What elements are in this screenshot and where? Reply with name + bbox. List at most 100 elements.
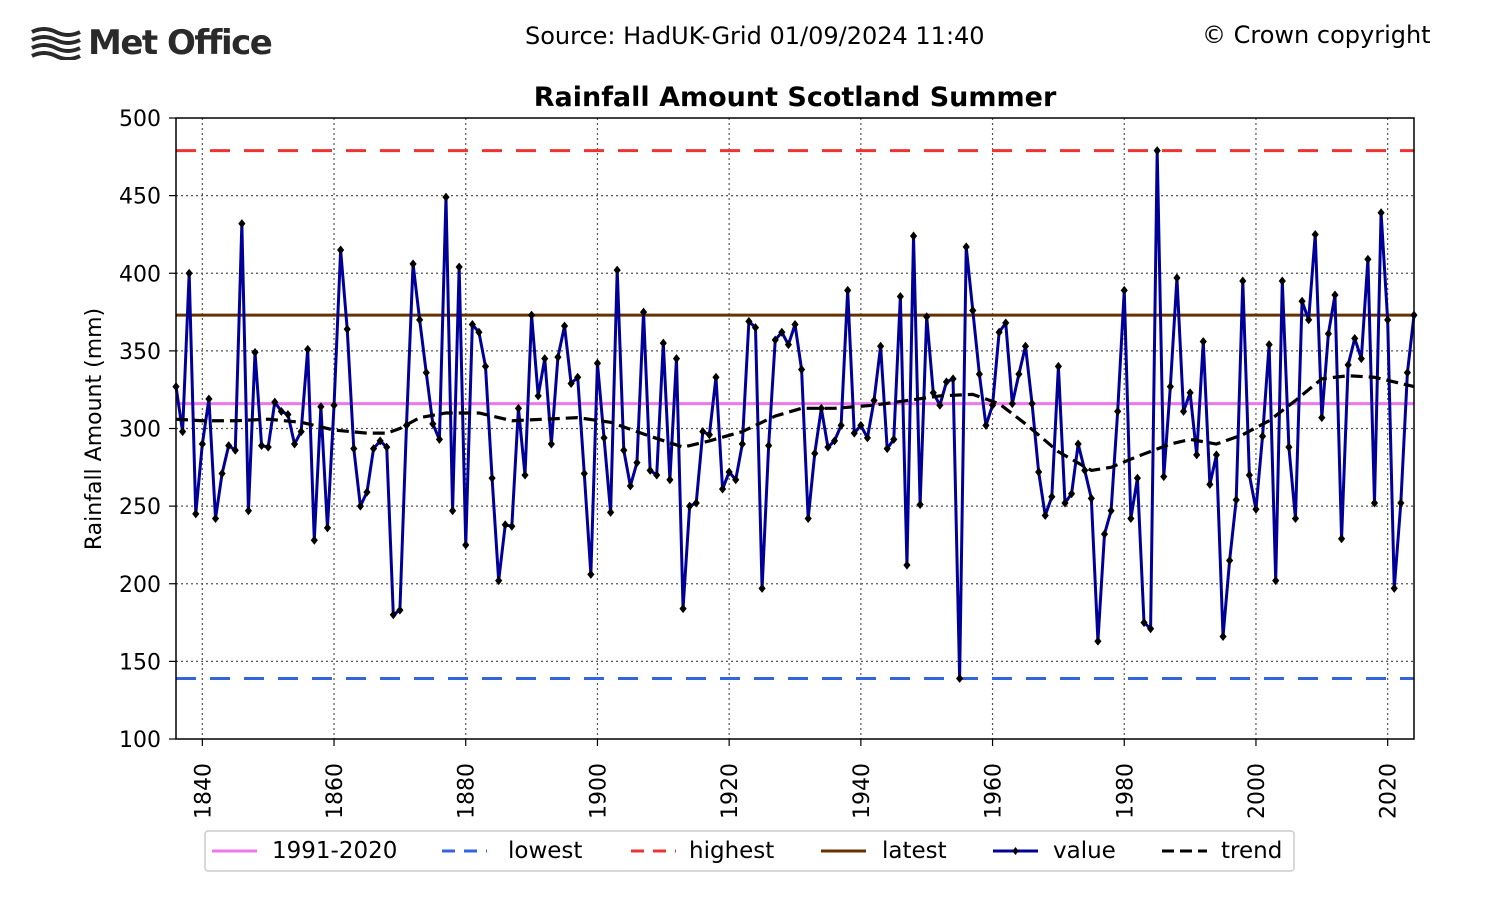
value-point — [1298, 296, 1306, 306]
x-tick-label: 1960 — [982, 763, 1007, 819]
value-point — [718, 484, 727, 494]
value-point — [1258, 431, 1267, 441]
y-tick-label: 200 — [119, 573, 161, 598]
value-point — [1285, 442, 1293, 452]
value-point — [817, 403, 825, 413]
value-point — [271, 397, 279, 407]
value-point — [1048, 492, 1056, 502]
value-point — [1344, 360, 1352, 370]
value-point — [277, 406, 285, 416]
value-point — [1087, 493, 1095, 503]
value-point — [745, 316, 753, 326]
ticks: 1840 1860 1880 1900 1920 1940 1960 1980 2000 2020… — [119, 107, 1402, 819]
legend: 1991-2020 lowest highest latest value trend — [204, 830, 1295, 872]
value-point — [751, 323, 760, 333]
x-tick-label: 2020 — [1377, 763, 1402, 819]
value-point — [205, 394, 213, 404]
value-point — [863, 433, 872, 443]
value-point — [1384, 315, 1392, 325]
value-point — [830, 436, 839, 446]
value-point — [284, 410, 292, 420]
value-point — [916, 500, 924, 510]
value-point — [949, 374, 957, 384]
chart-title: Rainfall Amount Scotland Summer — [534, 82, 1057, 113]
value-point — [383, 442, 391, 452]
value-point — [791, 320, 799, 329]
value-point — [607, 507, 615, 517]
x-tick-label: 1860 — [323, 763, 348, 819]
y-tick-label: 250 — [119, 495, 161, 520]
value-point — [1008, 399, 1016, 409]
value-point — [1364, 254, 1372, 264]
value-point — [1232, 495, 1240, 505]
value-point — [798, 365, 806, 374]
value-point — [1061, 498, 1069, 508]
value-point — [1094, 636, 1102, 646]
value-point — [679, 604, 687, 614]
value-point — [337, 245, 345, 255]
value-point — [422, 368, 430, 378]
value-point — [844, 285, 852, 295]
value-point — [468, 320, 476, 329]
value-point — [560, 321, 569, 331]
met-office-logo: Met Office — [30, 22, 273, 64]
x-tick-label: 1920 — [718, 763, 743, 819]
value-point — [244, 506, 253, 516]
value-point — [850, 428, 858, 438]
value-point — [514, 403, 523, 413]
value-point — [442, 192, 450, 202]
value-point — [1147, 624, 1155, 634]
value-point — [659, 338, 667, 348]
legend-label: latest — [882, 838, 947, 864]
value-point — [389, 610, 397, 620]
value-point — [330, 400, 338, 410]
value-point — [870, 396, 878, 406]
value-point — [686, 501, 694, 511]
value-point — [975, 369, 983, 379]
value-point — [1305, 315, 1313, 325]
value-point — [712, 372, 720, 382]
data-series — [172, 146, 1418, 683]
value-point — [837, 420, 845, 430]
value-point — [567, 378, 575, 388]
value-point — [784, 340, 792, 350]
value-point — [435, 434, 443, 444]
value-point — [475, 327, 483, 337]
value-point — [1002, 318, 1010, 328]
value-point — [732, 475, 740, 485]
value-point — [1324, 329, 1332, 339]
value-point — [626, 481, 634, 491]
value-point — [396, 605, 404, 615]
x-tick-label: 1980 — [1113, 763, 1138, 819]
value-point — [481, 361, 490, 371]
value-point — [633, 458, 641, 468]
value-point — [528, 310, 536, 320]
value-point — [705, 430, 713, 440]
value-point — [1041, 510, 1049, 520]
value-point — [429, 419, 437, 429]
value-point — [1166, 382, 1174, 392]
value-point — [811, 448, 819, 458]
value-point — [192, 509, 200, 519]
x-tick-label: 1880 — [455, 763, 480, 819]
value-point — [376, 436, 384, 446]
value-point — [1351, 333, 1359, 343]
x-tick-label: 2000 — [1245, 763, 1270, 819]
y-tick-label: 400 — [119, 262, 161, 287]
value-point — [1081, 465, 1089, 475]
value-point — [574, 372, 582, 382]
legend-label: highest — [689, 838, 774, 864]
value-point — [462, 540, 470, 550]
value-point — [521, 470, 529, 480]
value-point — [317, 402, 325, 412]
value-point — [936, 400, 944, 410]
value-point — [290, 439, 299, 449]
value-point — [264, 442, 272, 452]
value-point — [738, 439, 746, 449]
value-point — [620, 445, 628, 455]
value-point — [1028, 399, 1036, 409]
value-point — [1337, 534, 1346, 544]
waves-icon — [31, 27, 81, 60]
legend-box — [204, 830, 1295, 872]
value-point — [1153, 146, 1161, 156]
